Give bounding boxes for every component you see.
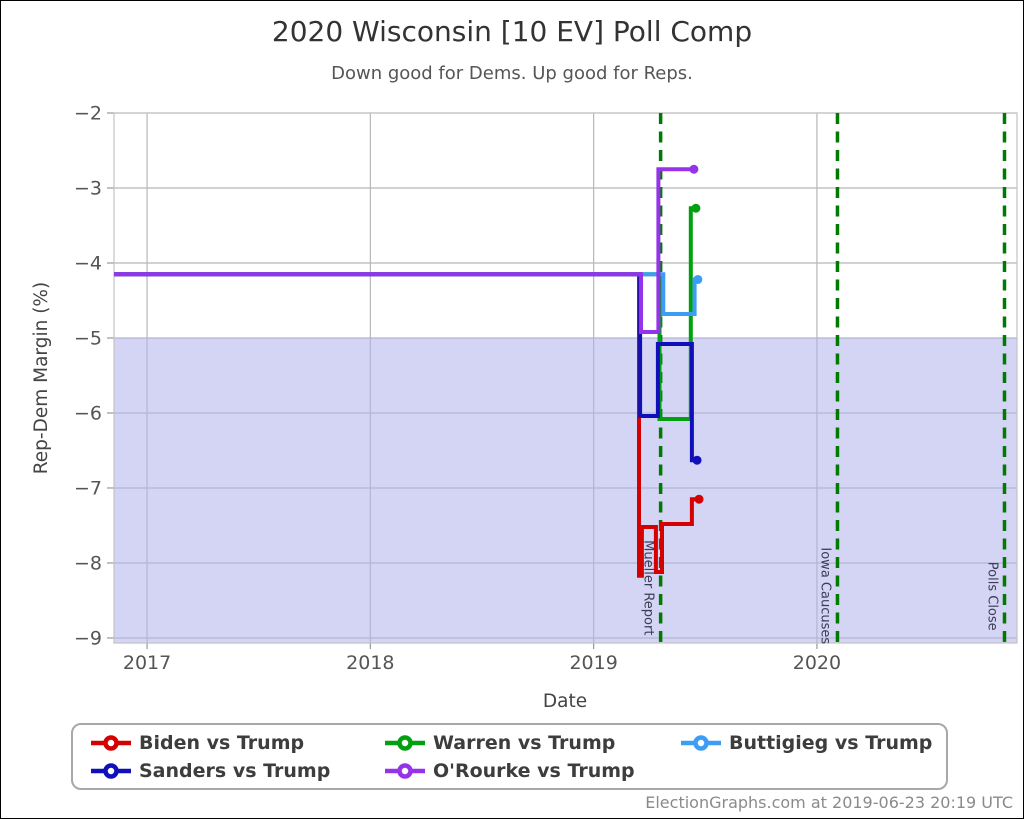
legend-label: Sanders vs Trump [139,760,331,782]
line-end-marker [689,164,699,174]
legend-item: Buttigieg vs Trump [681,730,932,756]
plot-border [113,112,1018,644]
dem-lead-shaded-band [114,337,1017,643]
poll-lines [114,164,704,578]
x-tick-label: 2018 [346,652,394,674]
legend-item: O'Rourke vs Trump [385,758,635,784]
legend-line-circle-icon [385,763,425,779]
y-tick-label: −4 [74,252,102,274]
legend-item: Sanders vs Trump [91,758,330,784]
poll-line [114,272,699,578]
legend-line-circle-icon [681,735,721,751]
shaded-band-rect [114,337,1017,643]
legend-label: O'Rourke vs Trump [433,760,635,782]
x-tick-label: 2019 [569,652,617,674]
legend-line-circle-icon [91,763,131,779]
y-tick-label: −3 [74,177,102,199]
legend-label: Warren vs Trump [433,732,616,754]
line-end-marker [691,203,701,213]
legend-line-circle-icon [385,735,425,751]
poll-line [114,167,694,334]
y-tick-label: −5 [74,327,102,349]
legend-label: Buttigieg vs Trump [729,732,933,754]
legend-item: Biden vs Trump [91,730,304,756]
chart-title: 2020 Wisconsin [10 EV] Poll Comp [271,15,753,48]
plot-border-rect [113,112,1018,644]
y-tick-label: −7 [74,477,102,499]
y-tick-label: −8 [74,552,102,574]
poll-line [114,272,698,316]
plot-area: Mueller Report Iowa Caucuses Polls Close −… [31,103,1018,712]
line-end-marker [692,455,702,465]
event-label: Iowa Caucuses [817,547,832,644]
x-tick-label: 2017 [123,652,171,674]
line-end-marker [693,274,703,284]
legend-label: Biden vs Trump [139,732,305,754]
event-label: Mueller Report [641,540,656,635]
tick-labels: −2 −3 −4 −5 −6 −7 −8 −9 2017 2018 2019 2020 [74,103,841,675]
legend-item: Warren vs Trump [385,730,615,756]
y-tick-label: −6 [74,402,102,424]
watermark-text: ElectionGraphs.com at 2019-06-23 20:19 U… [645,793,1013,812]
x-axis-label: Date [543,691,587,712]
line-end-marker [694,494,704,504]
y-tick-label: −2 [74,103,102,125]
legend: Biden vs Trump Sanders vs Trump Warren vs … [71,723,948,790]
y-tick-label: −9 [74,627,102,649]
chart-subtitle: Down good for Dems. Up good for Reps. [331,63,693,84]
event-label: Polls Close [984,562,999,631]
y-axis-label: Rep-Dem Margin (%) [31,282,52,474]
x-tick-label: 2020 [793,652,841,674]
legend-line-circle-icon [91,735,131,751]
